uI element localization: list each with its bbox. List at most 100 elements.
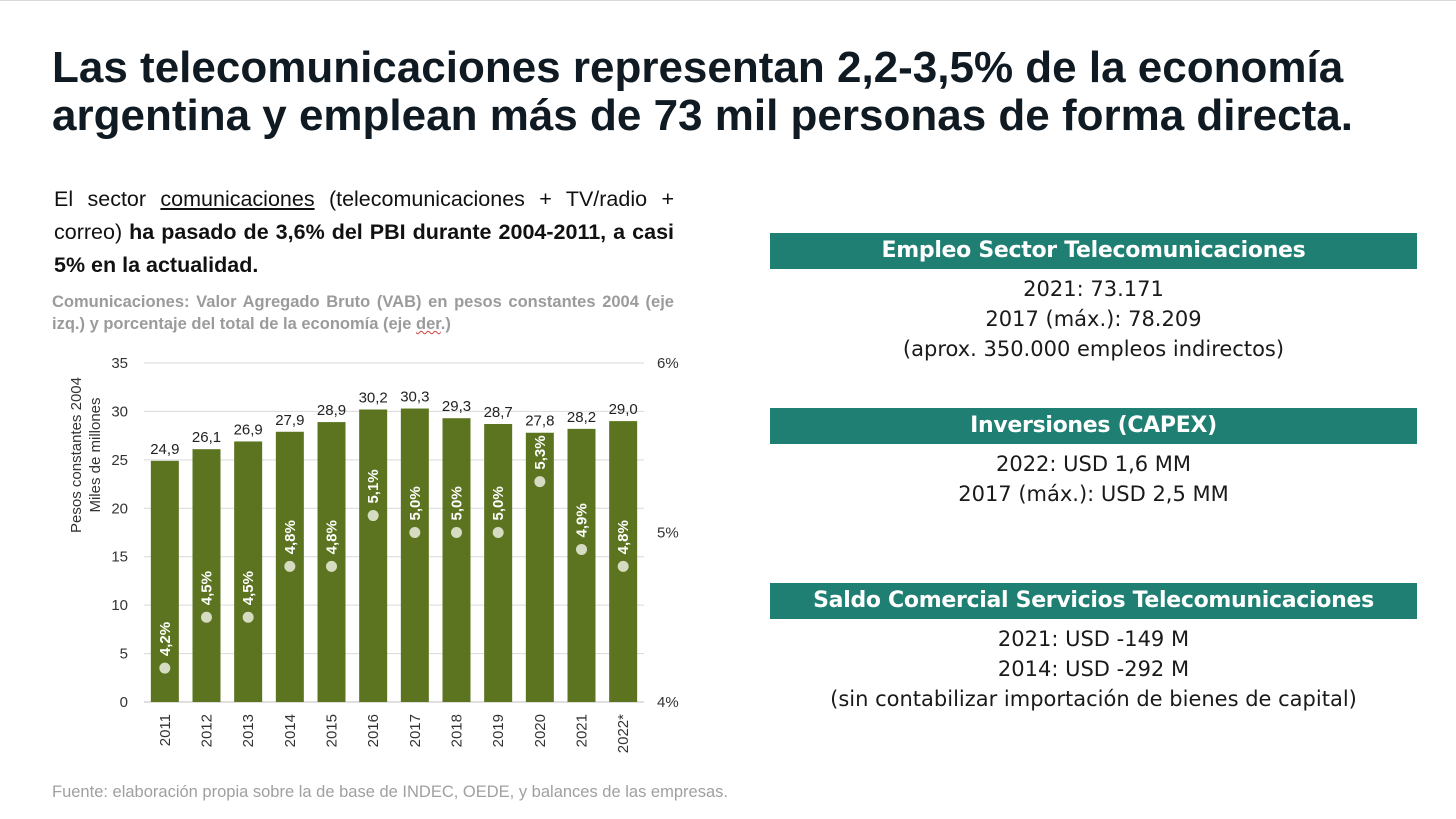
subtitle-text-1: Comunicaciones: Valor Agregado Bruto (VA…	[52, 293, 674, 333]
employment-line: 2017 (máx.): 78.209	[985, 307, 1202, 331]
percent-marker	[284, 560, 296, 572]
subtitle-text-2: .)	[440, 315, 451, 333]
bar	[359, 409, 388, 702]
bar	[400, 408, 429, 702]
x-tick-label: 2021	[574, 714, 591, 747]
bar-value-label: 28,2	[567, 409, 596, 426]
y-axis-title-line-2: Miles de millones	[87, 397, 104, 512]
chart-subtitle: Comunicaciones: Valor Agregado Bruto (VA…	[52, 291, 674, 335]
intro-paragraph: El sector comunicaciones (telecomunicaci…	[54, 183, 674, 282]
trade-balance-line: (sin contabilizar importación de bienes …	[830, 687, 1357, 711]
page-title: Las telecomunicaciones representan 2,2-3…	[52, 44, 1412, 140]
percent-label: 4,5%	[199, 571, 216, 605]
intro-text-1: El sector	[54, 187, 161, 211]
y-axis-title-line-1: Pesos constantes 2004	[68, 377, 85, 533]
bar	[484, 424, 513, 702]
intro-text-2: (telecomunicaciones + TV/radio + correo)	[54, 187, 674, 244]
capex-body: 2022: USD 1,6 MM 2017 (máx.): USD 2,5 MM	[770, 444, 1417, 509]
bar-value-label: 24,9	[150, 441, 179, 458]
employment-box: Empleo Sector Telecomunicaciones 2021: 7…	[770, 233, 1417, 364]
percent-label: 5,0%	[490, 486, 507, 520]
percent-label: 4,5%	[240, 571, 257, 605]
x-tick-label: 2017	[407, 714, 424, 747]
y-tick-label: 20	[111, 500, 128, 517]
capex-box: Inversiones (CAPEX) 2022: USD 1,6 MM 201…	[770, 408, 1417, 509]
title-line-1: Las telecomunicaciones representan 2,2-3…	[52, 43, 1344, 92]
intro-bold: ha pasado de 3,6% del PBI durante 2004-2…	[54, 220, 675, 277]
percent-label: 5,0%	[449, 486, 466, 520]
x-tick-label: 2019	[490, 714, 507, 747]
trade-balance-line: 2014: USD -292 M	[997, 657, 1190, 681]
bar-value-label: 27,8	[525, 413, 554, 430]
source-note: Fuente: elaboración propia sobre la de b…	[52, 783, 728, 801]
y-tick-label: 15	[111, 549, 128, 566]
percent-marker	[576, 543, 587, 555]
x-tick-label: 2018	[449, 714, 466, 747]
bar-value-label: 26,1	[192, 429, 221, 446]
percent-label: 4,2%	[157, 622, 174, 656]
employment-line: 2021: 73.171	[1023, 277, 1164, 301]
percent-marker	[242, 611, 254, 623]
percent-marker	[617, 560, 629, 572]
capex-line: 2017 (máx.): USD 2,5 MM	[958, 482, 1229, 506]
trade-balance-header: Saldo Comercial Servicios Telecomunicaci…	[770, 583, 1417, 619]
percent-label: 4,8%	[324, 520, 341, 554]
percent-marker	[492, 527, 504, 538]
x-tick-label: 2014	[282, 714, 299, 747]
percent-label: 4,8%	[615, 520, 632, 554]
y-tick-label: 5	[120, 646, 128, 663]
y-tick-label: 25	[111, 452, 128, 469]
percent-marker	[534, 476, 546, 488]
percent-label: 5,3%	[532, 435, 549, 469]
percent-label: 4,8%	[282, 520, 299, 554]
intro-underlined: comunicaciones	[160, 187, 315, 211]
percent-marker	[201, 611, 212, 623]
x-tick-label: 2016	[365, 714, 382, 747]
trade-balance-body: 2021: USD -149 M 2014: USD -292 M (sin c…	[770, 619, 1417, 714]
x-tick-label: 2011	[157, 714, 174, 746]
x-tick-label: 2020	[532, 714, 549, 747]
bar	[525, 432, 554, 702]
bar-value-label: 26,9	[234, 421, 263, 438]
percent-label: 5,0%	[407, 486, 424, 520]
y-tick-label: 35	[111, 355, 128, 372]
top-divider	[0, 0, 1456, 1]
bar	[150, 460, 179, 702]
y2-tick-label: 4%	[657, 694, 679, 711]
employment-body: 2021: 73.171 2017 (máx.): 78.209 (aprox.…	[770, 269, 1417, 364]
y-tick-label: 30	[111, 403, 128, 420]
x-tick-label: 2012	[199, 714, 216, 747]
bar-value-label: 30,2	[359, 389, 388, 406]
bar	[442, 418, 471, 702]
bar-value-label: 28,7	[484, 404, 513, 421]
bar	[567, 428, 596, 702]
trade-balance-box: Saldo Comercial Servicios Telecomunicaci…	[770, 583, 1417, 714]
y2-tick-label: 5%	[657, 525, 679, 542]
bar-value-label: 30,3	[400, 389, 429, 406]
trade-balance-line: 2021: USD -149 M	[997, 627, 1190, 651]
subtitle-underlined: der	[416, 315, 441, 333]
capex-header: Inversiones (CAPEX)	[770, 408, 1417, 444]
x-tick-label: 2022*	[615, 714, 632, 753]
bar-value-label: 28,9	[317, 402, 346, 419]
y-tick-label: 10	[111, 597, 128, 614]
percent-label: 4,9%	[574, 503, 591, 537]
capex-line: 2022: USD 1,6 MM	[995, 452, 1192, 476]
bar-value-label: 29,3	[442, 398, 471, 415]
percent-marker	[159, 662, 171, 674]
bar-value-label: 27,9	[275, 412, 304, 429]
x-tick-label: 2013	[240, 714, 257, 747]
percent-marker	[367, 510, 379, 522]
bar-chart: 0 5 10 15 20 25 30 35 4% 5% 6% Pesos constantes 200…	[68, 355, 679, 753]
percent-marker	[409, 527, 421, 538]
x-tick-label: 2015	[324, 714, 341, 747]
bar-value-label: 29,0	[609, 401, 638, 418]
employment-line: (aprox. 350.000 empleos indirectos)	[902, 337, 1285, 361]
y2-tick-label: 6%	[657, 355, 679, 372]
bar	[234, 441, 263, 702]
title-line-2: argentina y emplean más de 73 mil person…	[52, 91, 1353, 140]
employment-header: Empleo Sector Telecomunicaciones	[770, 233, 1417, 269]
percent-marker	[451, 527, 462, 538]
percent-label: 5,1%	[365, 469, 382, 503]
bar	[192, 449, 221, 702]
